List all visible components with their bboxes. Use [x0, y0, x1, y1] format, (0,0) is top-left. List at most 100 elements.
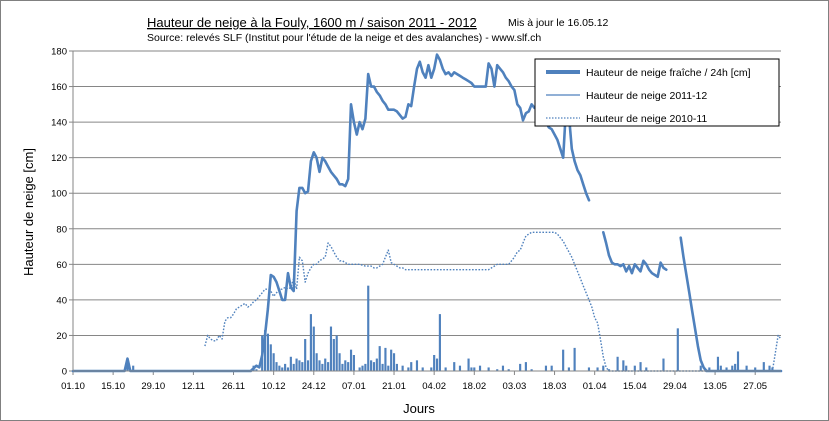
x-tick-label: 01.10 — [61, 381, 85, 392]
fresh-snow-bar — [736, 351, 740, 371]
fresh-snow-bar — [567, 367, 570, 371]
y-tick-label: 60 — [56, 260, 67, 271]
fresh-snow-bar — [407, 367, 410, 371]
y-tick-label: 40 — [56, 295, 67, 306]
y-tick-label: 160 — [51, 82, 67, 93]
fresh-snow-bar — [372, 362, 376, 371]
fresh-snow-bar — [473, 367, 476, 371]
legend-label-2010-11: Hauteur de neige 2010-11 — [586, 113, 707, 125]
fresh-snow-bar — [329, 326, 333, 371]
fresh-snow-bar — [587, 367, 591, 371]
fresh-snow-bar — [126, 358, 129, 371]
fresh-snow-bar — [607, 369, 611, 371]
x-tick-label: 10.12 — [262, 381, 286, 392]
fresh-snow-bar — [381, 363, 384, 371]
y-tick-label: 140 — [51, 118, 67, 129]
fresh-snow-bar — [573, 347, 576, 371]
fresh-snow-bar — [676, 328, 679, 371]
fresh-snow-bar — [433, 355, 436, 371]
fresh-snow-bar — [312, 326, 315, 371]
fresh-snow-bar — [719, 365, 722, 371]
fresh-snow-bar — [364, 363, 367, 371]
fresh-snow-bar — [315, 353, 318, 371]
fresh-snow-bar — [444, 367, 447, 371]
fresh-snow-bar — [309, 314, 312, 371]
fresh-snow-bar — [289, 356, 292, 371]
y-tick-label: 100 — [51, 189, 67, 200]
fresh-snow-bar — [415, 360, 419, 371]
fresh-snow-bar — [361, 365, 364, 371]
fresh-snow-bar — [421, 367, 424, 371]
line-2011-12 — [602, 231, 668, 279]
legend: Hauteur de neige fraîche / 24h [cm] Haut… — [534, 58, 780, 127]
fresh-snow-bar — [550, 365, 553, 371]
x-tick-label: 24.12 — [302, 381, 326, 392]
y-tick-label: 80 — [56, 224, 67, 235]
fresh-snow-bar — [458, 365, 462, 371]
x-axis-ticks: 01.10 15.10 29.10 12.11 26.11 10.12 24.12 07.01… — [61, 371, 767, 392]
fresh-snow-bar — [352, 355, 355, 371]
fresh-snow-bar — [306, 360, 310, 371]
fresh-snow-bar — [401, 365, 404, 371]
fresh-snow-bar — [716, 356, 720, 371]
fresh-snow-bar — [269, 344, 272, 371]
fresh-snow-bar — [639, 362, 642, 371]
fresh-snow-bar — [731, 365, 734, 371]
fresh-snow-bar — [496, 369, 499, 371]
update-date: Mis à jour le 16.05.12 — [508, 17, 609, 29]
y-tick-label: 0 — [62, 367, 67, 378]
fresh-snow-bar — [519, 363, 522, 371]
fresh-snow-bar — [344, 360, 347, 371]
chart-title: Hauteur de neige à la Fouly, 1600 m / sa… — [147, 15, 477, 30]
fresh-snow-bar — [544, 365, 548, 371]
fresh-snow-bar — [324, 358, 327, 371]
fresh-snow-bar — [734, 363, 737, 371]
x-tick-label: 12.11 — [182, 381, 205, 392]
fresh-snow-bar — [387, 365, 390, 371]
y-axis-title: Hauteur de neige [cm] — [21, 148, 36, 276]
x-tick-label: 18.03 — [543, 381, 567, 392]
fresh-snow-bar — [301, 362, 304, 371]
line-2010-11 — [204, 231, 782, 372]
legend-label-fresh-snow: Hauteur de neige fraîche / 24h [cm] — [586, 67, 751, 79]
fresh-snow-bar — [367, 285, 370, 371]
fresh-snow-bar — [292, 363, 295, 371]
fresh-snow-bar — [478, 365, 482, 371]
fresh-snow-bar — [132, 365, 135, 371]
fresh-snow-bar — [275, 362, 278, 371]
fresh-snow-bar — [622, 360, 625, 371]
x-tick-label: 15.10 — [101, 381, 125, 392]
gridlines — [73, 50, 781, 336]
fresh-snow-bar — [395, 363, 398, 371]
fresh-snow-bar — [284, 363, 287, 371]
fresh-snow-bar — [602, 365, 605, 371]
fresh-snow-bar — [335, 335, 338, 371]
fresh-snow-bar — [390, 349, 393, 371]
fresh-snow-bar — [470, 367, 473, 371]
fresh-snow-bar — [358, 367, 361, 371]
fresh-snow-bar — [487, 367, 490, 371]
fresh-snow-bar — [530, 369, 533, 371]
fresh-snow-bar — [438, 314, 441, 371]
fresh-snow-bar — [745, 365, 748, 371]
fresh-snow-bar — [768, 365, 771, 371]
legend-label-2011-12: Hauteur de neige 2011-12 — [586, 90, 707, 102]
fresh-snow-bar — [349, 349, 353, 371]
fresh-snow-bar — [762, 362, 765, 371]
fresh-snow-bar — [645, 367, 648, 371]
fresh-snow-bar — [633, 365, 636, 371]
fresh-snow-bar — [263, 330, 267, 371]
fresh-snow-bar — [699, 365, 702, 371]
fresh-snow-bar — [754, 367, 757, 371]
x-tick-label: 13.05 — [703, 381, 727, 392]
fresh-snow-bar — [562, 349, 565, 371]
fresh-snow-bar — [524, 362, 527, 371]
x-tick-label: 27.05 — [743, 381, 767, 392]
x-tick-label: 26.11 — [222, 381, 245, 392]
fresh-snow-bar — [625, 365, 628, 371]
x-tick-label: 03.03 — [503, 381, 527, 392]
fresh-snow-bar — [255, 369, 258, 371]
fresh-snow-bar — [347, 362, 350, 371]
fresh-snow-bar — [725, 367, 728, 371]
fresh-snow-bar — [708, 367, 711, 371]
